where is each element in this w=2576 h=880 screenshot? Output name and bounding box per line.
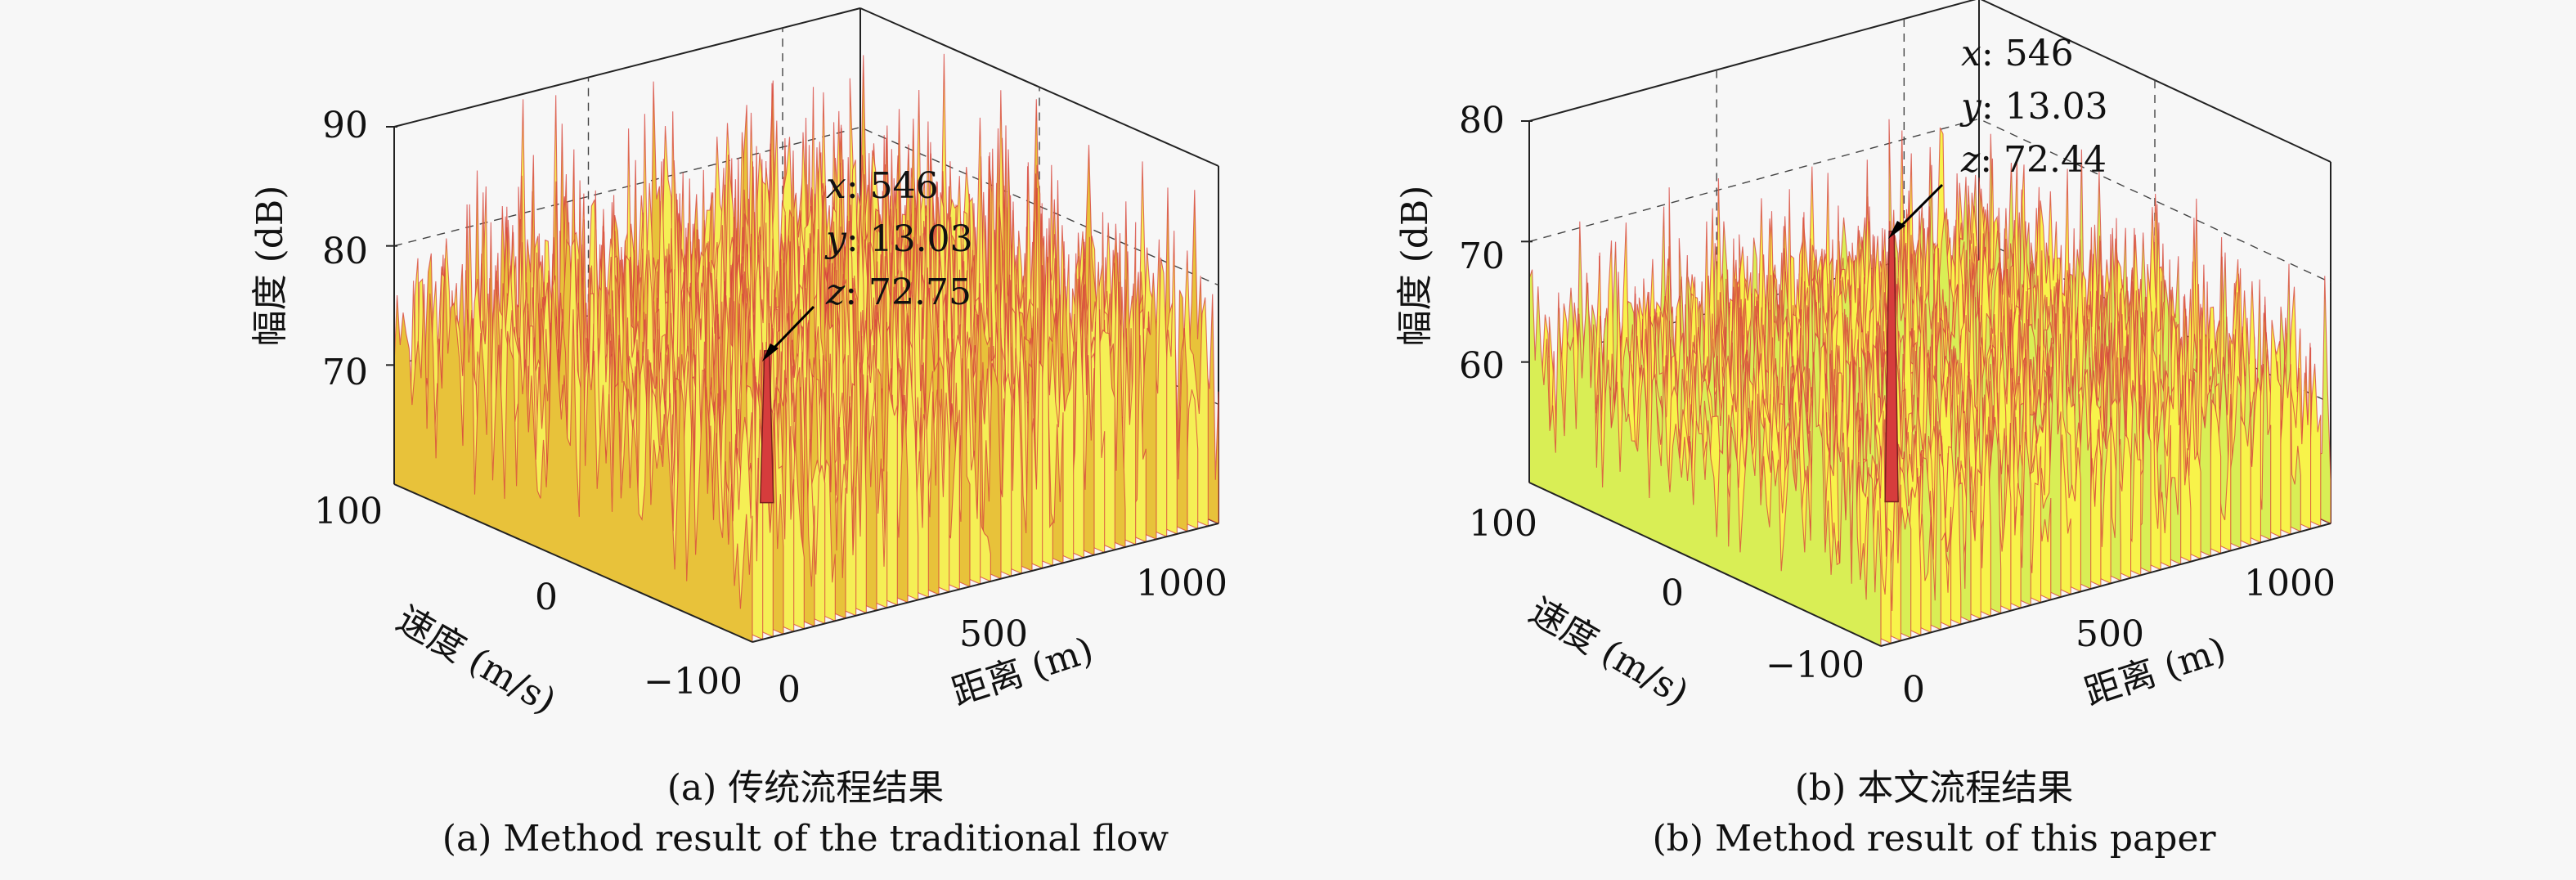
y-tick: 0: [535, 577, 558, 618]
axis-edge: [1528, 0, 1977, 122]
surface-strip: [1528, 269, 1882, 647]
datatip-x: x: 546: [826, 165, 939, 207]
grid-line: [393, 126, 1219, 286]
x-tick: 500: [959, 613, 1028, 655]
datatip-y: y: 13.03: [824, 218, 973, 260]
axis-edge: [1528, 482, 1882, 647]
y-tick: 100: [1469, 503, 1537, 545]
x-tick: 0: [778, 669, 801, 711]
datatip-arrowhead: [1888, 221, 1905, 239]
y-tick: −100: [1766, 644, 1865, 686]
z-tick: 70: [322, 352, 368, 393]
datatip-y: y: 13.03: [1959, 86, 2108, 128]
axis-edge: [752, 523, 1219, 643]
x-tick: 1000: [2244, 563, 2336, 604]
datatip-arrow: [767, 305, 815, 355]
panel-b: 60 70 80 幅度 (dB) 100 0 −100 速度 (m/s) 0 5…: [1394, 0, 2336, 860]
y-tick: 100: [314, 491, 383, 532]
datatip-arrowhead: [762, 343, 779, 361]
datatip: x: 546 y: 13.03 z: 72.44: [1888, 33, 2108, 239]
axis-edge: [859, 7, 1219, 167]
z-axis-label: 幅度 (dB): [1394, 186, 1436, 347]
z-tick: 60: [1459, 345, 1505, 387]
x-tick: 1000: [1136, 563, 1227, 604]
datatip-z: z: 72.75: [825, 272, 972, 313]
panel-a: 70 80 90 幅度 (dB) 100 0 −100 速度 (m/s) 0 5…: [249, 7, 1227, 860]
z-tick: 80: [322, 231, 368, 272]
x-tick: 0: [1902, 669, 1925, 711]
front-edges: [1528, 121, 2331, 647]
caption-en: (a) Method result of the traditional flo…: [442, 818, 1169, 860]
axis-edge: [1880, 523, 2331, 647]
surface: [1528, 119, 2331, 647]
surface: [393, 53, 1219, 643]
datatip-x: x: 546: [1961, 33, 2074, 74]
datatip: x: 546 y: 13.03 z: 72.75: [762, 165, 973, 361]
caption-cn: (b) 本文流程结果: [1795, 767, 2073, 809]
z-tick: 80: [1459, 100, 1505, 141]
x-tick: 500: [2076, 613, 2144, 655]
z-axis-label: 幅度 (dB): [249, 186, 291, 347]
y-tick: −100: [644, 661, 743, 703]
y-tick: 0: [1661, 572, 1684, 614]
front-edges: [393, 127, 1219, 643]
caption-cn: (a) 传统流程结果: [667, 767, 945, 809]
caption-en: (b) Method result of this paper: [1652, 818, 2216, 860]
z-tick: 90: [322, 105, 368, 146]
datatip-arrow: [1894, 183, 1944, 233]
z-tick: 70: [1459, 236, 1505, 277]
axis-edge: [393, 483, 753, 643]
grid-line: [1528, 118, 2331, 283]
surface-strip: [393, 244, 753, 643]
axis-edge: [393, 7, 861, 128]
datatip-z: z: 72.44: [1960, 139, 2107, 181]
